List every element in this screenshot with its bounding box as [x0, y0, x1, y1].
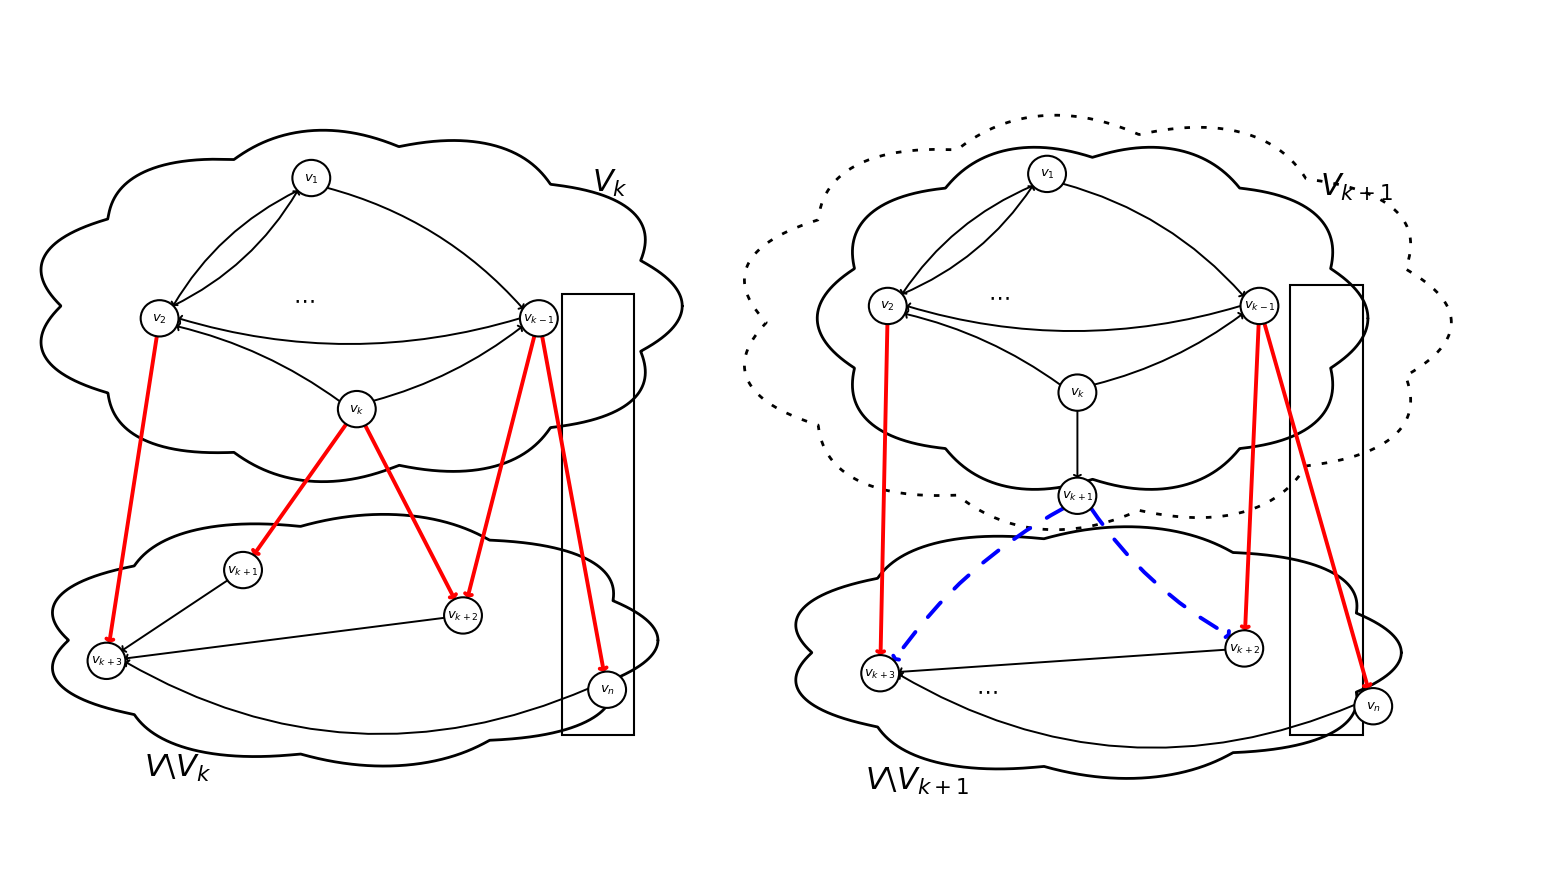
Text: $v_{k-1}$: $v_{k-1}$	[523, 312, 554, 325]
Bar	[562, 295, 635, 735]
Text: $\cdots$: $\cdots$	[293, 289, 314, 311]
Ellipse shape	[1226, 631, 1263, 667]
Ellipse shape	[337, 391, 376, 428]
Ellipse shape	[868, 289, 907, 324]
Text: $\cdots$: $\cdots$	[988, 286, 1009, 308]
Ellipse shape	[1059, 478, 1096, 514]
Text: $V_{k+1}$: $V_{k+1}$	[1320, 171, 1393, 203]
Text: $V_k$: $V_k$	[591, 168, 628, 198]
Text: $V\backslash V_k$: $V\backslash V_k$	[144, 752, 212, 783]
Ellipse shape	[588, 672, 625, 708]
Ellipse shape	[444, 597, 481, 634]
Text: $v_{k+2}$: $v_{k+2}$	[447, 610, 478, 623]
Text: $v_2$: $v_2$	[152, 312, 167, 325]
Text: $v_{k+3}$: $v_{k+3}$	[91, 654, 122, 667]
Text: $v_{k-1}$: $v_{k-1}$	[1243, 300, 1276, 313]
Text: $v_n$: $v_n$	[599, 683, 615, 696]
Text: $v_2$: $v_2$	[881, 300, 895, 313]
Ellipse shape	[1240, 289, 1279, 324]
Text: $v_{k+1}$: $v_{k+1}$	[228, 564, 259, 577]
Text: $v_{k+3}$: $v_{k+3}$	[864, 667, 896, 680]
Text: $v_1$: $v_1$	[303, 172, 319, 185]
Ellipse shape	[224, 553, 262, 588]
Text: $v_{k+1}$: $v_{k+1}$	[1062, 489, 1093, 503]
Text: $v_k$: $v_k$	[348, 403, 365, 417]
Ellipse shape	[1354, 688, 1392, 724]
Text: $v_k$: $v_k$	[1070, 387, 1085, 400]
Text: $v_n$: $v_n$	[1365, 700, 1381, 713]
Ellipse shape	[293, 160, 330, 197]
Ellipse shape	[88, 643, 125, 679]
Bar	[1289, 286, 1362, 735]
Text: $v_{k+2}$: $v_{k+2}$	[1229, 642, 1260, 655]
Ellipse shape	[861, 655, 899, 692]
Text: $\cdots$: $\cdots$	[975, 679, 997, 701]
Text: $V\backslash V_{k+1}$: $V\backslash V_{k+1}$	[865, 765, 969, 796]
Ellipse shape	[1059, 375, 1096, 411]
Ellipse shape	[1028, 157, 1067, 193]
Ellipse shape	[520, 301, 557, 337]
Text: $v_1$: $v_1$	[1040, 168, 1054, 182]
Ellipse shape	[141, 301, 178, 337]
